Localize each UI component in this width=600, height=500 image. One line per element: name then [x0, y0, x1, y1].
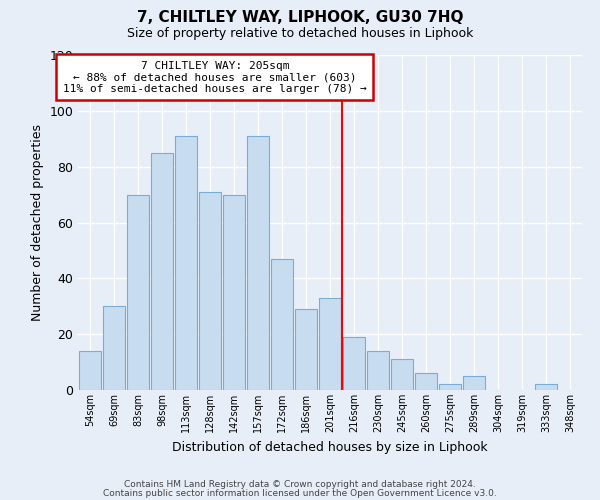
Bar: [319, 298, 341, 390]
Bar: [151, 152, 173, 390]
Bar: [439, 384, 461, 390]
Bar: [79, 351, 101, 390]
Text: Contains public sector information licensed under the Open Government Licence v3: Contains public sector information licen…: [103, 490, 497, 498]
Y-axis label: Number of detached properties: Number of detached properties: [31, 124, 44, 321]
Bar: [271, 259, 293, 390]
X-axis label: Distribution of detached houses by size in Liphook: Distribution of detached houses by size …: [172, 440, 488, 454]
Bar: [103, 306, 125, 390]
Text: Contains HM Land Registry data © Crown copyright and database right 2024.: Contains HM Land Registry data © Crown c…: [124, 480, 476, 489]
Bar: [535, 384, 557, 390]
Bar: [463, 376, 485, 390]
Bar: [343, 337, 365, 390]
Text: 7, CHILTLEY WAY, LIPHOOK, GU30 7HQ: 7, CHILTLEY WAY, LIPHOOK, GU30 7HQ: [137, 10, 463, 25]
Bar: [223, 194, 245, 390]
Bar: [295, 309, 317, 390]
Bar: [391, 360, 413, 390]
Bar: [367, 351, 389, 390]
Text: 7 CHILTLEY WAY: 205sqm
← 88% of detached houses are smaller (603)
11% of semi-de: 7 CHILTLEY WAY: 205sqm ← 88% of detached…: [63, 60, 367, 94]
Bar: [247, 136, 269, 390]
Bar: [415, 373, 437, 390]
Bar: [175, 136, 197, 390]
Text: Size of property relative to detached houses in Liphook: Size of property relative to detached ho…: [127, 28, 473, 40]
Bar: [199, 192, 221, 390]
Bar: [127, 194, 149, 390]
